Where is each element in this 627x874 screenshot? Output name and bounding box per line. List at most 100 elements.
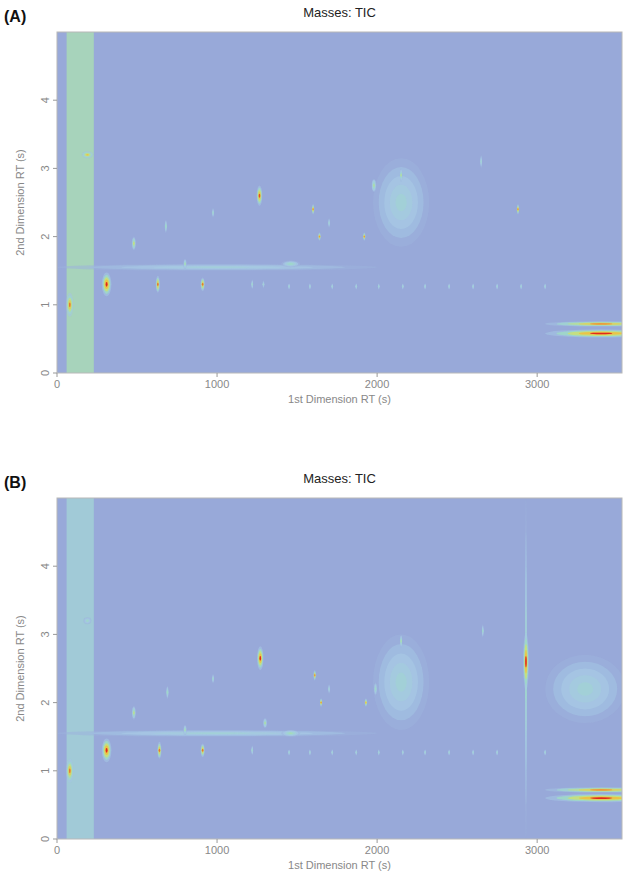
peak (472, 283, 474, 290)
peak (545, 794, 622, 802)
peak (288, 283, 290, 290)
x-tick (377, 839, 378, 843)
peak (424, 283, 426, 290)
x-tick-label: 3000 (525, 844, 549, 856)
peak (132, 237, 136, 251)
title: Masses: TIC (303, 471, 376, 486)
peak (402, 749, 404, 756)
plot-area (57, 32, 622, 373)
peak (312, 204, 314, 214)
x-tick-label: 0 (54, 378, 60, 390)
peak (288, 749, 290, 756)
x-tick (377, 373, 378, 377)
y-tick-label: 4 (39, 563, 51, 569)
peak (544, 283, 546, 290)
y-tick-label: 1 (39, 768, 51, 774)
peak (102, 272, 112, 296)
peak (102, 738, 112, 762)
x-tick (217, 373, 218, 377)
peak (318, 233, 320, 241)
peak (82, 151, 93, 158)
peak (165, 220, 167, 234)
peak (212, 674, 214, 684)
peak (281, 730, 300, 737)
peak (309, 749, 311, 756)
panel: 0100020003000012341st Dimension RT (s)2n… (4, 471, 627, 871)
peak (400, 634, 402, 648)
y-tick (53, 100, 57, 101)
peak (166, 686, 168, 700)
peak (328, 684, 330, 694)
y-tick-label: 0 (39, 836, 51, 842)
y-tick-label: 1 (39, 302, 51, 308)
x-tick (57, 839, 58, 843)
peak (212, 208, 214, 218)
peak (424, 749, 426, 756)
peak (66, 293, 73, 317)
peak (83, 617, 91, 624)
y-axis-title: 2nd Dimension RT (s) (14, 615, 26, 722)
peak (378, 283, 380, 290)
y-tick (53, 566, 57, 567)
peak (309, 283, 311, 290)
peak (363, 233, 365, 241)
peak (517, 204, 519, 214)
peak (372, 179, 377, 193)
y-tick-label: 2 (39, 234, 51, 240)
x-tick (57, 373, 58, 377)
plot-area (57, 498, 622, 839)
peak (157, 742, 161, 759)
peak (496, 749, 498, 756)
peak (482, 624, 484, 638)
peak (183, 725, 186, 735)
peak (525, 498, 527, 839)
panel-label: (A) (4, 8, 26, 25)
y-tick (53, 770, 57, 771)
y-tick-label: 2 (39, 700, 51, 706)
plot-background (57, 32, 622, 373)
peak (400, 168, 402, 182)
peak (156, 276, 160, 293)
x-axis-title: 1st Dimension RT (s) (288, 393, 391, 405)
y-tick (53, 168, 57, 169)
peak (480, 155, 482, 169)
peak (132, 706, 136, 720)
panel: 0100020003000012341st Dimension RT (s)2n… (4, 5, 627, 405)
y-tick (53, 634, 57, 635)
peak (374, 682, 377, 696)
peak (448, 749, 450, 756)
plot-frame (57, 498, 622, 839)
x-tick-label: 1000 (205, 378, 229, 390)
solvent-front (67, 32, 94, 373)
x-axis-title: 1st Dimension RT (s) (288, 859, 391, 871)
peak (356, 749, 358, 756)
x-tick (217, 839, 218, 843)
y-tick (53, 702, 57, 703)
peak (545, 655, 622, 723)
peak (257, 646, 263, 670)
peak (545, 787, 622, 792)
peak (545, 321, 622, 326)
peak (545, 329, 622, 337)
peak (263, 718, 267, 728)
peak (281, 260, 300, 267)
peak (472, 749, 474, 756)
peak (356, 283, 358, 290)
peak (251, 745, 253, 755)
peak (257, 185, 263, 205)
y-tick-label: 3 (39, 165, 51, 171)
peak (66, 759, 73, 783)
peak (183, 259, 186, 269)
y-tick (53, 304, 57, 305)
peak (251, 279, 253, 289)
peak (402, 283, 404, 290)
solvent-front (67, 498, 94, 839)
peak (201, 278, 205, 292)
peak (320, 699, 322, 707)
peak (328, 218, 330, 228)
panel-label: (B) (4, 474, 26, 491)
x-tick-label: 3000 (525, 378, 549, 390)
plot-background (57, 498, 622, 839)
y-tick (53, 236, 57, 237)
y-tick-label: 0 (39, 370, 51, 376)
